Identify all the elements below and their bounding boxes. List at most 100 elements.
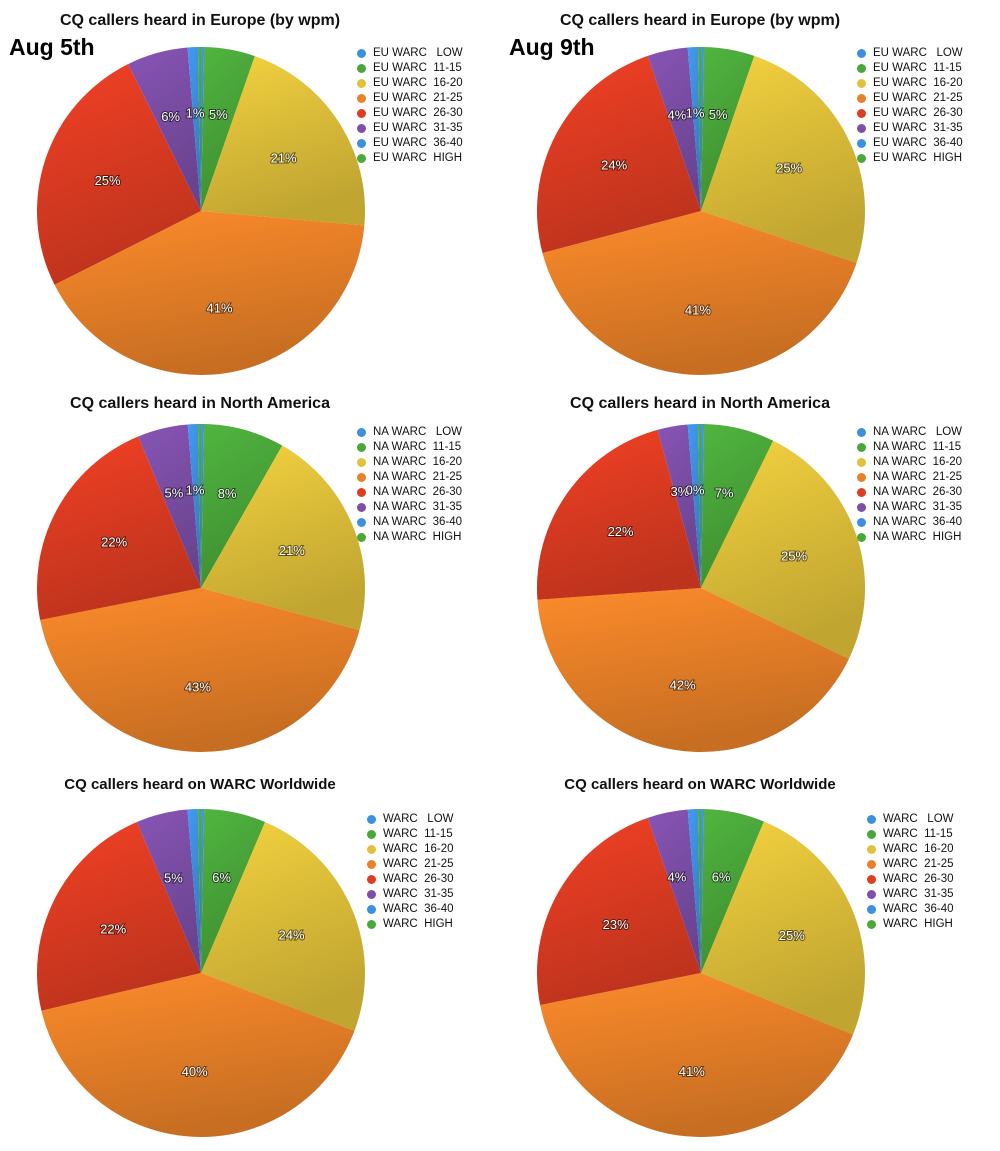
pie-slice-11-15 [201,47,255,211]
slice-label: 43% [185,679,211,694]
slice-label: 1% [186,106,205,121]
slice-label: 4% [668,108,687,123]
legend-item: EU WARC 11-15 [357,61,463,76]
legend-swatch-icon [857,503,866,512]
legend-label: NA WARC 26-30 [373,486,463,498]
chart-legend: WARC LOW WARC 11-15 WARC 16-20 WARC 21-25 WA… [867,812,954,932]
pie-chart: 5% 21% 41% 25% 6% 1% [36,47,365,375]
legend-label: NA WARC 26-30 [873,486,963,498]
chart-legend: EU WARC LOW EU WARC 11-15 EU WARC 16-20 EU … [357,46,463,166]
legend-label: NA WARC LOW [373,426,463,438]
pie-slice-21-25 [540,973,854,1138]
legend-label: WARC HIGH [383,918,453,930]
chart-panel: 5% 25% 41% 24% 4% 1% CQ callers heard in Europ… [500,0,1000,385]
pie-slice-11-15 [201,809,266,973]
legend-swatch-icon [867,920,876,929]
legend-swatch-icon [857,533,866,542]
legend-item: WARC 36-40 [367,902,454,917]
slice-label: 6% [161,109,180,124]
legend-item: NA WARC 21-25 [357,470,462,485]
legend-item: NA WARC 16-20 [357,455,462,470]
pie-slice-HIGH [197,47,201,211]
pie-slice-26-30 [36,436,202,621]
legend-item: WARC 16-20 [867,842,954,857]
legend-item: WARC 26-30 [867,872,954,887]
legend-label: NA WARC 11-15 [373,441,462,453]
slice-label: 5% [209,107,228,122]
legend-item: WARC 31-35 [367,887,454,902]
legend-swatch-icon [367,830,376,839]
legend-label: NA WARC 36-40 [373,516,463,528]
pie-slice-16-20 [201,822,365,1031]
pie-slice-HIGH [197,809,201,973]
pie-slice-36-40 [687,809,701,973]
legend-swatch-icon [857,109,866,118]
legend-label: EU WARC 36-40 [373,137,463,149]
pie-slice-31-35 [136,809,201,973]
pie-slice-16-20 [701,440,866,659]
legend-swatch-icon [357,488,366,497]
legend-item: NA WARC HIGH [857,530,962,545]
pie-slice-26-30 [536,429,701,600]
pie-slice-26-30 [536,817,701,1006]
chart-legend: WARC LOW WARC 11-15 WARC 16-20 WARC 21-25 WA… [367,812,454,932]
pie-slice-HIGH [697,424,701,588]
pie-slice-21-25 [40,588,360,753]
legend-item: EU WARC 36-40 [857,136,963,151]
legend-label: EU WARC 16-20 [373,77,463,89]
legend-item: EU WARC 26-30 [857,106,963,121]
chart-legend: NA WARC LOW NA WARC 11-15 NA WARC 16-20 NA … [357,425,462,545]
pie-slice-HIGH [697,47,701,211]
slice-label: 25% [776,160,802,175]
slice-label: 4% [668,870,687,885]
pie-slice-31-35 [657,424,701,588]
legend-item: NA WARC 31-35 [857,500,962,515]
legend-item: EU WARC 31-35 [857,121,963,136]
pie-slice-LOW [701,809,705,973]
pie-slice-11-15 [701,47,755,211]
legend-item: WARC 21-25 [867,857,954,872]
legend-item: WARC 16-20 [367,842,454,857]
legend-item: NA WARC 36-40 [857,515,962,530]
legend-label: EU WARC 21-25 [873,92,963,104]
legend-label: EU WARC LOW [873,47,963,59]
legend-swatch-icon [367,860,376,869]
legend-item: EU WARC 16-20 [857,76,963,91]
legend-swatch-icon [857,79,866,88]
legend-label: EU WARC LOW [373,47,463,59]
chart-panel: 6% 24% 40% 22% 5% CQ callers heard on WARC Wo… [0,766,500,1151]
legend-item: NA WARC 31-35 [357,500,462,515]
legend-item: NA WARC LOW [857,425,962,440]
legend-item: NA WARC 36-40 [357,515,462,530]
chart-panel: 5% 21% 41% 25% 6% 1% CQ callers heard in Europ… [0,0,500,385]
legend-label: NA WARC 16-20 [373,456,463,468]
pie-slice-16-20 [701,821,866,1035]
legend-swatch-icon [857,458,866,467]
legend-label: WARC LOW [883,813,954,825]
legend-swatch-icon [357,79,366,88]
legend-label: WARC 31-35 [883,888,954,900]
legend-label: NA WARC 21-25 [373,471,463,483]
legend-label: WARC 26-30 [383,873,454,885]
legend-swatch-icon [867,815,876,824]
slice-label: 25% [779,928,805,943]
legend-swatch-icon [857,64,866,73]
pie-slice-21-25 [537,588,849,753]
legend-label: NA WARC 21-25 [873,471,963,483]
legend-label: WARC 11-15 [383,828,453,840]
slice-label: 1% [186,483,205,498]
pie-slice-LOW [701,424,705,588]
legend-swatch-icon [867,875,876,884]
legend-swatch-icon [357,124,366,133]
legend-item: WARC LOW [867,812,954,827]
legend-swatch-icon [867,860,876,869]
legend-swatch-icon [357,533,366,542]
pie-slice-LOW [201,424,205,588]
slice-label: 21% [279,543,305,558]
slice-label: 6% [212,870,231,885]
legend-swatch-icon [357,94,366,103]
pie-slice-11-15 [701,809,764,973]
legend-item: NA WARC HIGH [357,530,462,545]
pie-slice-36-40 [687,47,701,211]
legend-label: EU WARC 11-15 [373,62,462,74]
